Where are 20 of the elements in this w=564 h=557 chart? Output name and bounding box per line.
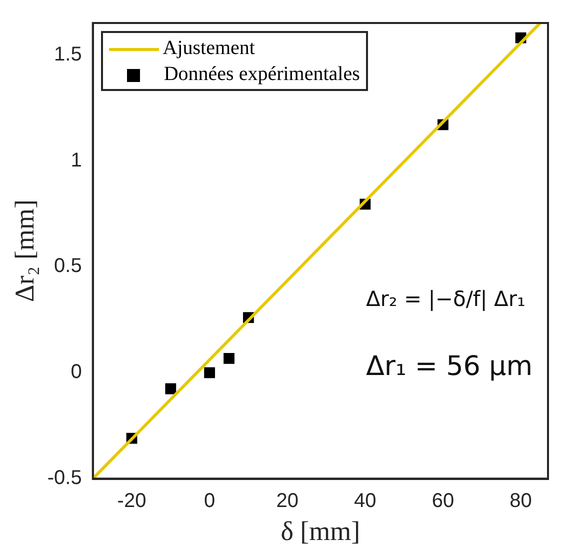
x-tick-label: 60 — [432, 490, 454, 512]
legend-label: Données expérimentales — [164, 63, 360, 85]
x-tick-label: 20 — [276, 490, 298, 512]
y-tick-label: 1.5 — [54, 43, 82, 66]
x-tick-label: 0 — [204, 490, 216, 512]
point — [204, 367, 216, 378]
annotation: Δr₁ = 56 μm — [366, 351, 533, 382]
y-tick-label: 0 — [70, 361, 82, 384]
legend-label: Ajustement — [162, 37, 255, 59]
x-tick-label: 40 — [354, 490, 376, 512]
y-axis-title: Δr₂ [mm] — [9, 200, 40, 302]
annotation: Δr₂ = |−δ/f| Δr₁ — [366, 287, 526, 312]
x-axis-title: δ [mm] — [280, 516, 360, 546]
point — [224, 353, 234, 364]
y-tick-label: 1 — [70, 149, 82, 172]
x-tick-label: 80 — [510, 490, 532, 512]
y-tick-label: 0.5 — [54, 255, 82, 278]
y-tick-label: -0.5 — [47, 467, 82, 490]
x-tick-label: -20 — [117, 490, 146, 512]
point — [165, 383, 176, 394]
